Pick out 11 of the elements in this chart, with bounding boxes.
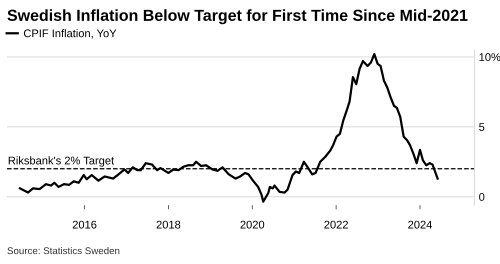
x-tick-label: 2018	[156, 220, 180, 229]
y-tick-label: 0	[479, 193, 484, 201]
source-note: Source: Statistics Sweden	[7, 247, 120, 254]
x-tick-label: 2022	[324, 220, 348, 229]
x-tick-label: 2020	[240, 220, 264, 229]
chart-title: Swedish Inflation Below Target for First Time Since Mid-2021	[7, 9, 468, 24]
x-tick-label: 2024	[408, 220, 432, 229]
legend-label: CPIF Inflation, YoY	[24, 29, 116, 39]
x-tick-label: 2016	[72, 220, 96, 229]
ref-line-label: Riksbank's 2% Target	[8, 156, 114, 167]
y-tick-label: 5	[479, 123, 484, 131]
